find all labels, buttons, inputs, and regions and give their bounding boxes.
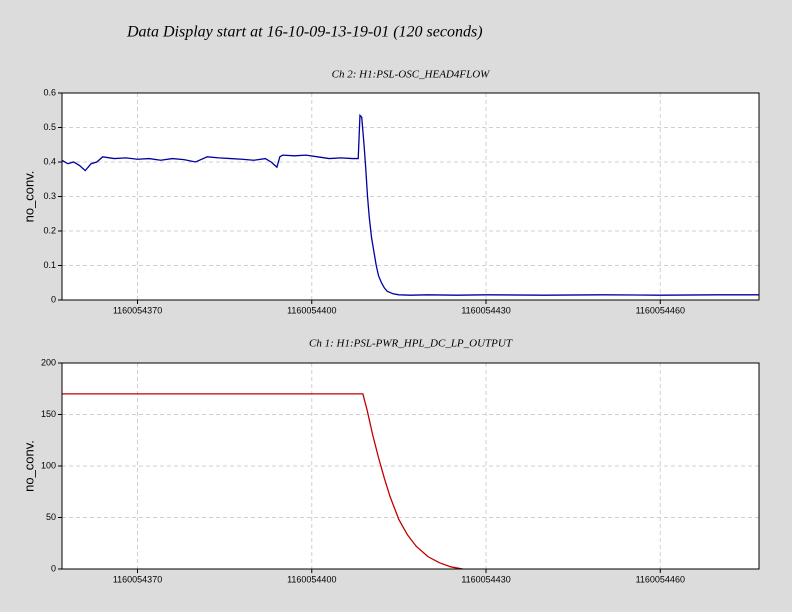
y-axis-label: no_conv. [21,440,36,492]
y-tick-label: 0.3 [43,191,56,201]
page-title: Data Display start at 16-10-09-13-19-01 … [126,24,483,41]
series-line [62,393,463,570]
y-tick-label: 0 [51,563,56,573]
x-tick-label: 1160054400 [287,305,336,315]
y-tick-label: 200 [41,357,56,367]
chart-title: Ch 2: H1:PSL-OSC_HEAD4FLOW [332,69,490,81]
plot-area [62,363,759,569]
y-axis-label: no_conv. [21,171,36,223]
x-tick-label: 1160054460 [636,305,685,315]
series-line [61,113,759,296]
chart-title: Ch 1: H1:PSL-PWR_HPL_DC_LP_OUTPUT [309,338,513,350]
x-tick-label: 1160054460 [636,574,685,584]
y-tick-label: 0.5 [43,122,56,132]
y-tick-label: 150 [41,409,56,419]
y-tick-label: 0 [51,294,56,304]
y-tick-label: 100 [41,460,56,470]
x-tick-label: 1160054370 [113,574,162,584]
plot-area [62,93,759,300]
y-tick-label: 0.2 [43,225,56,235]
plot-frame [61,92,760,301]
x-tick-label: 1160054430 [461,305,510,315]
x-tick-label: 1160054430 [461,574,510,584]
y-tick-label: 50 [46,512,56,522]
x-tick-label: 1160054400 [287,574,336,584]
x-tick-label: 1160054370 [113,305,162,315]
plot-frame [61,362,760,570]
y-tick-label: 0.4 [43,156,56,166]
y-tick-label: 0.1 [43,260,56,270]
y-tick-label: 0.6 [43,87,56,97]
